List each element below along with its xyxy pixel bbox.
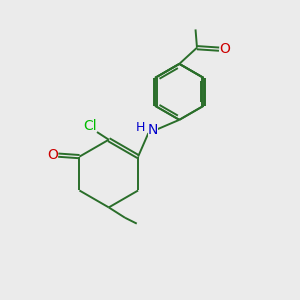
Text: O: O bbox=[220, 42, 230, 56]
Text: O: O bbox=[47, 148, 58, 162]
Text: Cl: Cl bbox=[83, 119, 97, 133]
Text: H: H bbox=[136, 121, 145, 134]
Text: N: N bbox=[148, 123, 158, 137]
